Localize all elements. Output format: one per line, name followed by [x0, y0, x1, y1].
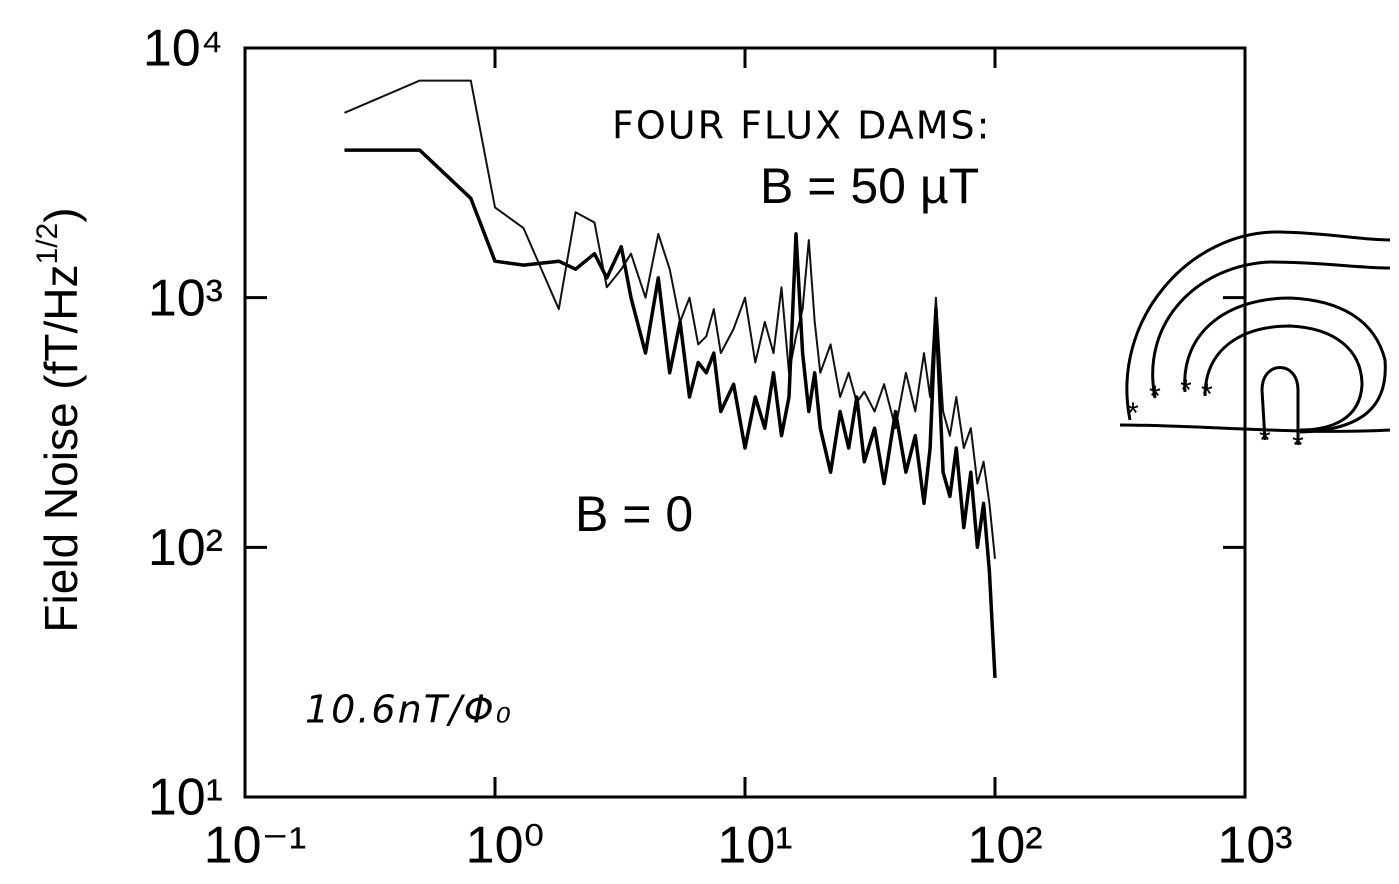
dam-marker: *: [1149, 380, 1161, 413]
series-label: B = 0: [575, 486, 693, 542]
dam-marker: *: [1127, 397, 1139, 430]
y-label-superscript: 1/2: [31, 223, 64, 265]
y-label-text: Field Noise (fT/Hz: [35, 264, 87, 632]
field-loop: [1183, 296, 1387, 434]
x-tick-label: 10³: [1217, 817, 1292, 875]
field-loop: [1260, 366, 1300, 445]
surface-line: [1119, 423, 1391, 433]
x-tick-label: 10²: [967, 817, 1042, 875]
y-tick-label: 10⁴: [143, 20, 223, 78]
field-loop: [1203, 324, 1364, 432]
field-loop: [1125, 230, 1391, 421]
y-tick-label: 10²: [148, 519, 223, 577]
dam-marker: *: [1201, 378, 1213, 411]
y-tick-label: 10¹: [148, 769, 223, 827]
y-tick-label: 10³: [148, 269, 223, 327]
x-tick-label: 10⁰: [466, 817, 545, 875]
x-tick-label: 10⁻¹: [204, 817, 307, 875]
field-loop: [1151, 260, 1391, 399]
flux-dam-diagram: [1119, 230, 1391, 445]
dam-marker: *: [1259, 424, 1271, 457]
x-tick-label: 10¹: [717, 817, 792, 875]
series-line: [344, 148, 997, 678]
y-label-suffix: ): [35, 207, 87, 222]
annotation: 10.6nT/Φ₀: [305, 688, 513, 732]
plot-frame: [243, 46, 1247, 799]
dam-marker: *: [1292, 429, 1304, 462]
dam-marker: *: [1180, 374, 1192, 407]
y-axis-label: Field Noise (fT/Hz1/2): [31, 207, 87, 632]
annotation: FOUR FLUX DAMS:: [612, 104, 991, 148]
series-label: B = 50 µT: [760, 158, 979, 214]
dam-markers: * * * * * *: [1127, 374, 1304, 462]
